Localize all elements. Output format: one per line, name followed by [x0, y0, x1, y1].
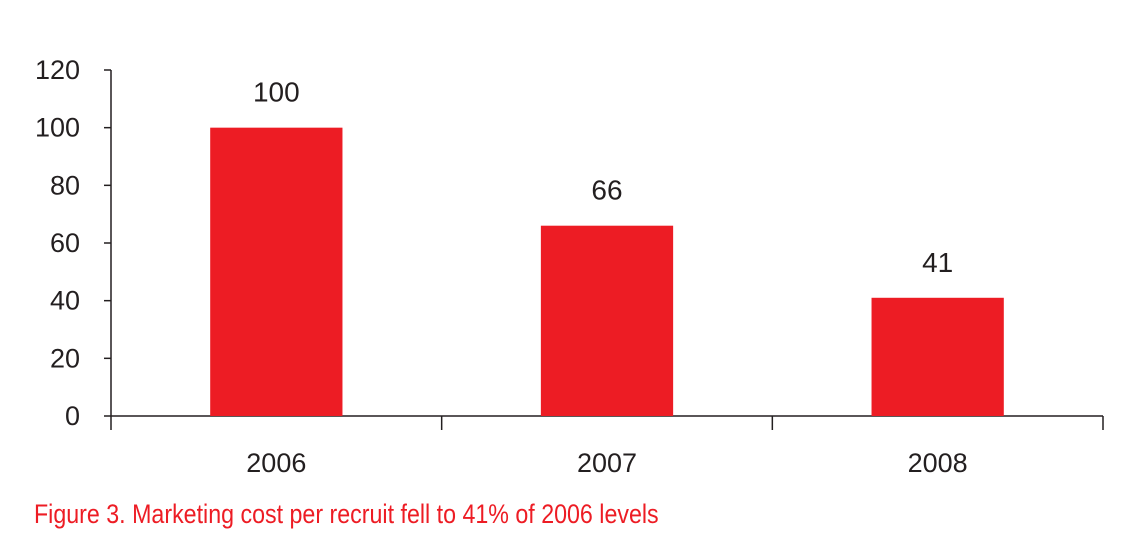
y-tick-label: 60: [50, 228, 80, 258]
figure-caption: Figure 3. Marketing cost per recruit fel…: [34, 499, 659, 529]
data-label: 66: [591, 175, 622, 206]
data-label: 41: [922, 247, 953, 278]
bars: [210, 127, 1004, 417]
x-tick-label: 2006: [246, 448, 306, 478]
x-tick-label: 2007: [577, 448, 637, 478]
bar-2008: [871, 297, 1004, 416]
bar-2006: [210, 127, 343, 417]
y-tick-label: 20: [50, 343, 80, 373]
x-tick-label: 2008: [908, 448, 968, 478]
bar-2007: [540, 225, 674, 416]
y-tick-label: 100: [35, 113, 80, 143]
data-label: 100: [253, 77, 300, 108]
data-labels: 100 66 41: [253, 77, 953, 278]
y-tick-label: 80: [50, 170, 80, 200]
y-axis: 0 20 40 60 80 100 120: [35, 55, 112, 431]
y-tick-label: 120: [35, 55, 80, 85]
y-tick-label: 40: [50, 286, 80, 316]
y-tick-label: 0: [65, 401, 80, 431]
x-axis: 2006 2007 2008: [110, 415, 1104, 478]
